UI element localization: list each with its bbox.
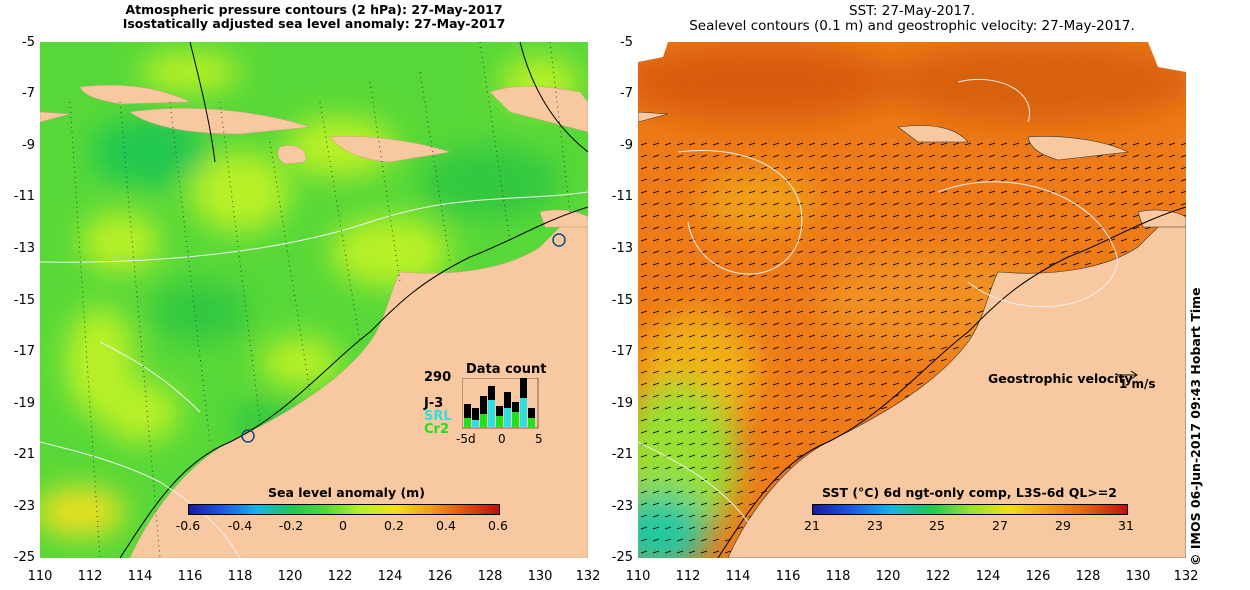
velocity-caption: Geostrophic velocity	[988, 371, 1133, 386]
lon-tick: 118	[825, 569, 851, 584]
lat-tick: -13	[13, 241, 35, 256]
lon-tick: 132	[575, 569, 601, 584]
lon-tick: 132	[1173, 569, 1199, 584]
colorbar-tick: 31	[1118, 518, 1134, 533]
lon-tick: 128	[1075, 569, 1101, 584]
lat-tick: -17	[611, 344, 633, 359]
lat-tick: -19	[611, 396, 633, 411]
data-count-max: 290	[424, 370, 452, 385]
lon-tick: 116	[177, 569, 203, 584]
colorbar-tick: 0	[339, 518, 347, 533]
sea-level-contours	[40, 191, 588, 558]
colorbar-tick: 23	[867, 518, 883, 533]
sst-colorbar-title: SST (°C) 6d ngt-only comp, L3S-6d QL>=2	[822, 485, 1117, 500]
series-label-j3: J-3	[424, 396, 444, 411]
right-title-line2: Sealevel contours (0.1 m) and geostrophi…	[689, 18, 1135, 34]
lat-tick: -23	[611, 499, 633, 514]
sea-level-anomaly-field	[40, 42, 588, 558]
colorbar-tick: 0.4	[436, 518, 456, 533]
colorbar-tick: 25	[929, 518, 945, 533]
colorbar-tick: 29	[1055, 518, 1071, 533]
colorbar-tick: -0.2	[278, 518, 304, 533]
sla-colorbar	[188, 504, 500, 515]
lon-tick: 128	[477, 569, 503, 584]
colorbar-tick: -0.6	[175, 518, 201, 533]
colorbar-tick: 0.2	[384, 518, 404, 533]
lat-tick: -25	[611, 550, 633, 565]
lat-tick: -25	[13, 550, 35, 565]
sea-level-contours	[638, 78, 1119, 523]
lon-tick: 126	[427, 569, 453, 584]
lat-tick: -5	[22, 35, 35, 50]
lon-tick: 120	[875, 569, 901, 584]
velocity-scale: 1 m/s	[1119, 377, 1156, 391]
lat-tick: -9	[22, 138, 35, 153]
lon-tick: 112	[675, 569, 701, 584]
left-map-title: Atmospheric pressure contours (2 hPa): 2…	[40, 3, 588, 31]
lat-tick: -7	[620, 86, 633, 101]
sla-colorbar-title: Sea level anomaly (m)	[268, 485, 425, 500]
pressure-contours	[119, 42, 588, 558]
lon-tick: 114	[127, 569, 153, 584]
colorbar-tick: 27	[992, 518, 1008, 533]
lon-tick: 110	[27, 569, 53, 584]
lat-tick: -15	[611, 293, 633, 308]
colorbar-tick: 0.6	[488, 518, 508, 533]
lat-tick: -11	[611, 189, 633, 204]
data-count-xtick: 5	[535, 432, 543, 446]
lat-tick: -23	[13, 499, 35, 514]
series-label-cr2: Cr2	[424, 422, 449, 437]
lat-tick: -9	[620, 138, 633, 153]
lat-tick: -7	[22, 86, 35, 101]
right-map-title: SST: 27-May-2017. Sealevel contours (0.1…	[638, 4, 1186, 34]
sst-field	[638, 42, 1186, 558]
lon-tick: 110	[625, 569, 651, 584]
lat-tick: -19	[13, 396, 35, 411]
data-count-bars	[462, 378, 539, 429]
left-title-line2: Isostatically adjusted sea level anomaly…	[122, 16, 506, 31]
sst-colorbar	[812, 504, 1128, 515]
lat-tick: -5	[620, 35, 633, 50]
cloud-gaps	[638, 42, 1186, 72]
land-masses	[638, 111, 1186, 558]
sst-map	[638, 42, 1186, 558]
lon-tick: 126	[1025, 569, 1051, 584]
dotted-track-lines	[69, 42, 571, 558]
velocity-arrow-icon	[1117, 370, 1138, 380]
coastline-contours	[717, 206, 1186, 558]
left-title-line1: Atmospheric pressure contours (2 hPa): 2…	[125, 2, 503, 17]
lon-tick: 120	[277, 569, 303, 584]
colorbar-tick: 21	[804, 518, 820, 533]
tide-gauge-marker	[552, 233, 566, 247]
lon-tick: 124	[975, 569, 1001, 584]
imos-credit: © IMOS 06-Jun-2017 09:43 Hobart Time	[1188, 287, 1203, 566]
lon-tick: 114	[725, 569, 751, 584]
lon-tick: 122	[327, 569, 353, 584]
bars	[464, 378, 535, 428]
land-masses	[40, 84, 588, 558]
lon-tick: 112	[77, 569, 103, 584]
series-label-srl: SRL	[424, 409, 452, 424]
sea-level-anomaly-map	[40, 42, 588, 558]
lat-tick: -15	[13, 293, 35, 308]
lat-tick: -21	[13, 447, 35, 462]
data-count-xtick: -5d	[456, 432, 476, 446]
lat-tick: -21	[611, 447, 633, 462]
colorbar-tick: -0.4	[227, 518, 253, 533]
lon-tick: 118	[227, 569, 253, 584]
lon-tick: 130	[1125, 569, 1151, 584]
right-title-line1: SST: 27-May-2017.	[849, 3, 975, 19]
data-count-xtick: 0	[498, 432, 506, 446]
lon-tick: 122	[925, 569, 951, 584]
tide-gauge-marker	[241, 429, 255, 443]
lat-tick: -17	[13, 344, 35, 359]
data-count-title: Data count	[466, 362, 547, 377]
lat-tick: -11	[13, 189, 35, 204]
lon-tick: 124	[377, 569, 403, 584]
lat-tick: -13	[611, 241, 633, 256]
lon-tick: 116	[775, 569, 801, 584]
lon-tick: 130	[527, 569, 553, 584]
